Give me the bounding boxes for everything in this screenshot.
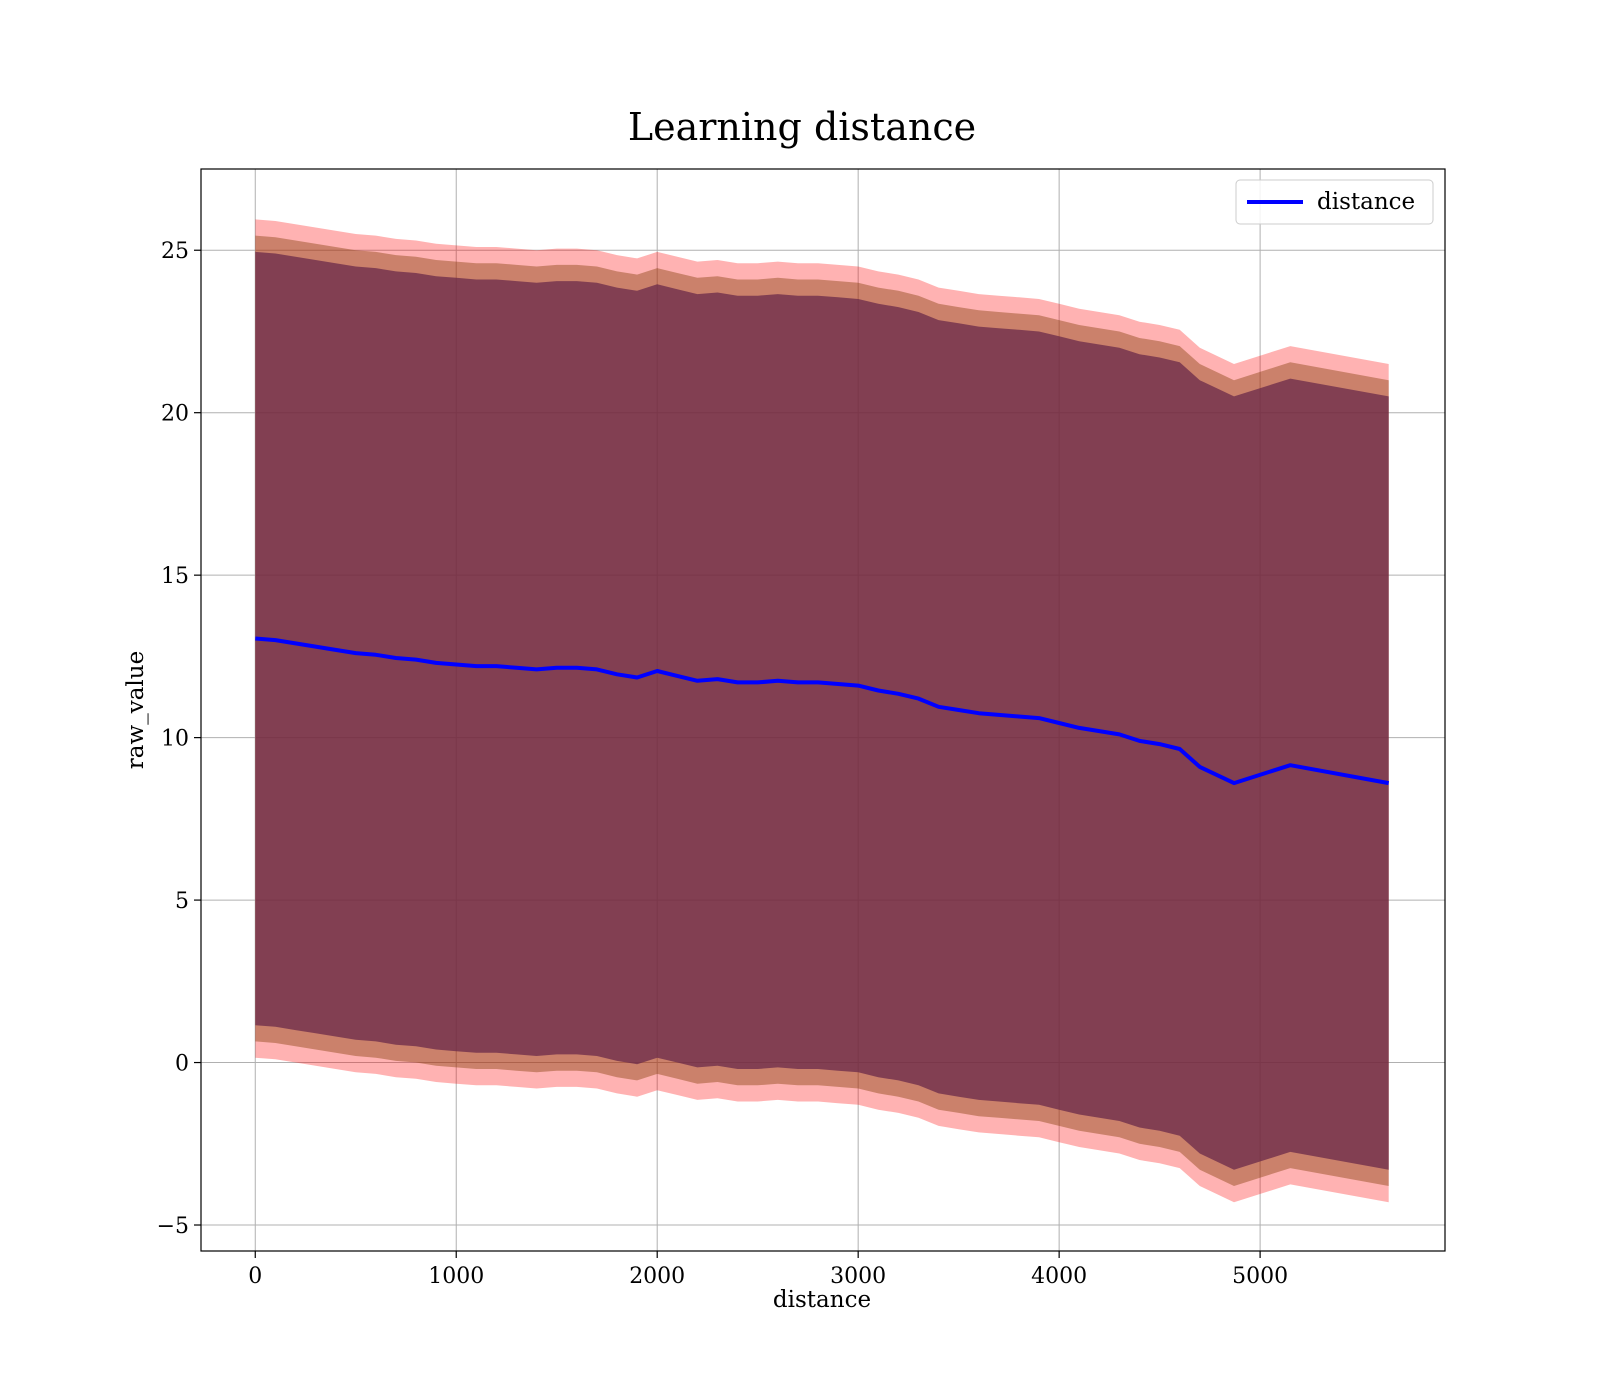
confidence-bands — [255, 219, 1389, 1203]
x-tick-label-3: 3000 — [830, 1264, 886, 1289]
legend: distance — [1235, 179, 1434, 225]
series-lines — [255, 636, 1390, 786]
x-axis-ticks: 0 1000 2000 3000 4000 5000 — [248, 1251, 1288, 1289]
y-tick-label-4: 15 — [161, 564, 189, 589]
y-axis-ticks: −5 0 5 10 15 20 25 — [157, 239, 201, 1239]
y-tick-label-6: 25 — [161, 239, 189, 264]
y-tick-label-5: 20 — [161, 402, 189, 427]
band-inner — [255, 251, 1389, 1170]
x-tick-label-0: 0 — [248, 1264, 262, 1289]
x-tick-label-4: 4000 — [1031, 1264, 1087, 1289]
series-line-distance — [255, 636, 1390, 786]
y-tick-label-3: 10 — [161, 727, 189, 752]
y-tick-label-2: 5 — [175, 889, 189, 914]
x-tick-label-2: 2000 — [629, 1264, 685, 1289]
x-tick-label-1: 1000 — [428, 1264, 484, 1289]
chart-title: Learning distance — [628, 105, 976, 149]
legend-entry-distance: distance — [1317, 189, 1415, 215]
y-tick-label-0: −5 — [157, 1214, 189, 1239]
y-tick-label-1: 0 — [175, 1052, 189, 1077]
legend-box — [1235, 179, 1434, 225]
x-tick-label-5: 5000 — [1232, 1264, 1288, 1289]
y-axis-label: raw_value — [123, 651, 149, 769]
x-axis-label: distance — [773, 1287, 871, 1313]
plot-area-frame — [200, 168, 1446, 1252]
